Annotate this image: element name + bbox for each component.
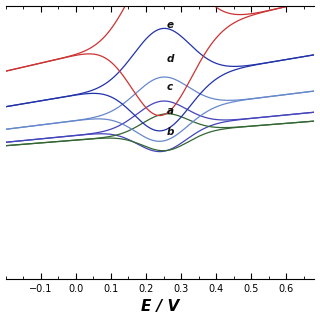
Text: d: d <box>167 54 174 64</box>
Text: a: a <box>167 106 174 116</box>
Text: c: c <box>167 82 173 92</box>
Text: e: e <box>167 20 174 30</box>
X-axis label: E / V: E / V <box>141 300 179 315</box>
Text: b: b <box>167 127 174 137</box>
